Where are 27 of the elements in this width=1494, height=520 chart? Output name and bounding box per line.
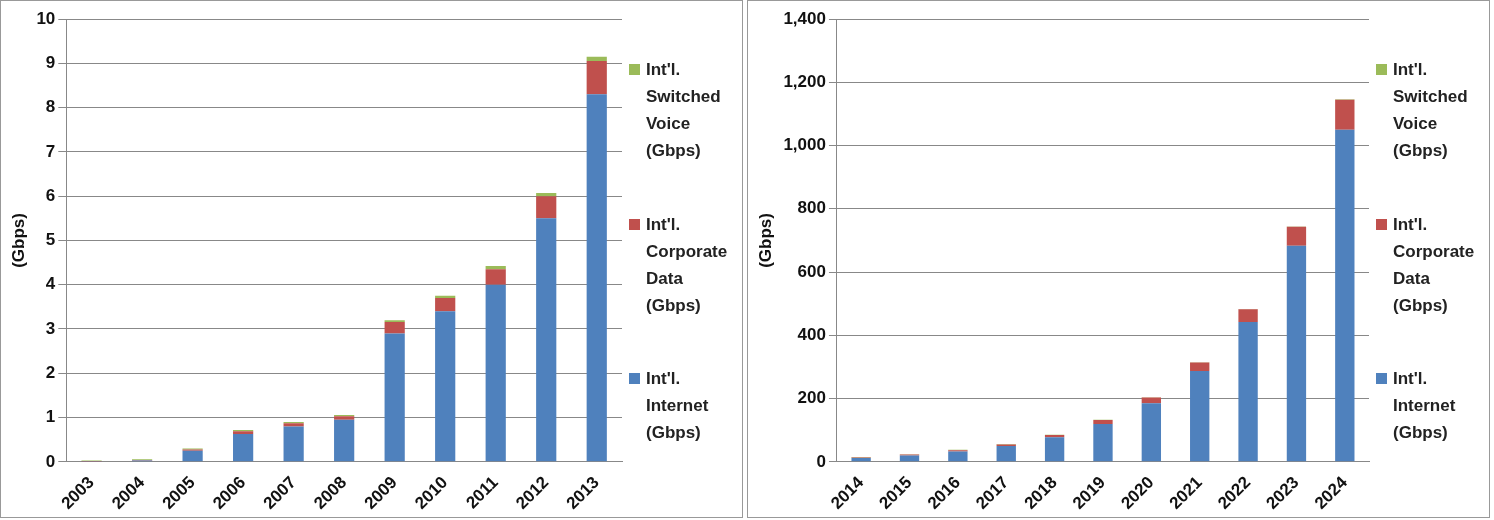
- y-tick-label: 10: [36, 8, 56, 28]
- y-tick-label: 400: [797, 325, 826, 344]
- y-tick-label: 9: [45, 52, 56, 72]
- y-tick-label: 8: [45, 97, 56, 117]
- y-tick-label: 1,200: [783, 71, 826, 91]
- legend-label: Int'l. Corporate Data (Gbps): [646, 213, 729, 317]
- legend-label: Int'l. Switched Voice (Gbps): [646, 59, 722, 162]
- y-tick-label: 4: [45, 274, 56, 294]
- y-tick-label: 1,400: [783, 8, 826, 28]
- legend-label: Int'l. Switched Voice (Gbps): [1393, 59, 1469, 162]
- y-tick-label: 6: [45, 185, 56, 205]
- y-tick-label: 0: [816, 451, 826, 471]
- y-tick-label: 5: [45, 230, 56, 250]
- y-tick-label: 800: [797, 198, 826, 218]
- y-tick-label: 2: [45, 362, 56, 382]
- y-tick-label: 7: [45, 141, 56, 161]
- y-axis-title: (Gbps): [8, 213, 28, 268]
- y-tick-label: 1: [45, 407, 56, 427]
- y-tick-label: 600: [797, 261, 826, 281]
- legend-label: Int'l. Corporate Data (Gbps): [1393, 213, 1476, 317]
- y-axis-title: (Gbps): [755, 213, 775, 268]
- legend-label: Int'l. Internet (Gbps): [646, 368, 710, 444]
- y-tick-label: 3: [45, 318, 56, 338]
- y-tick-label: 0: [45, 451, 56, 471]
- y-tick-label: 1,000: [783, 135, 826, 155]
- y-tick-label: 200: [797, 388, 826, 408]
- legend-label: Int'l. Internet (Gbps): [1393, 368, 1457, 444]
